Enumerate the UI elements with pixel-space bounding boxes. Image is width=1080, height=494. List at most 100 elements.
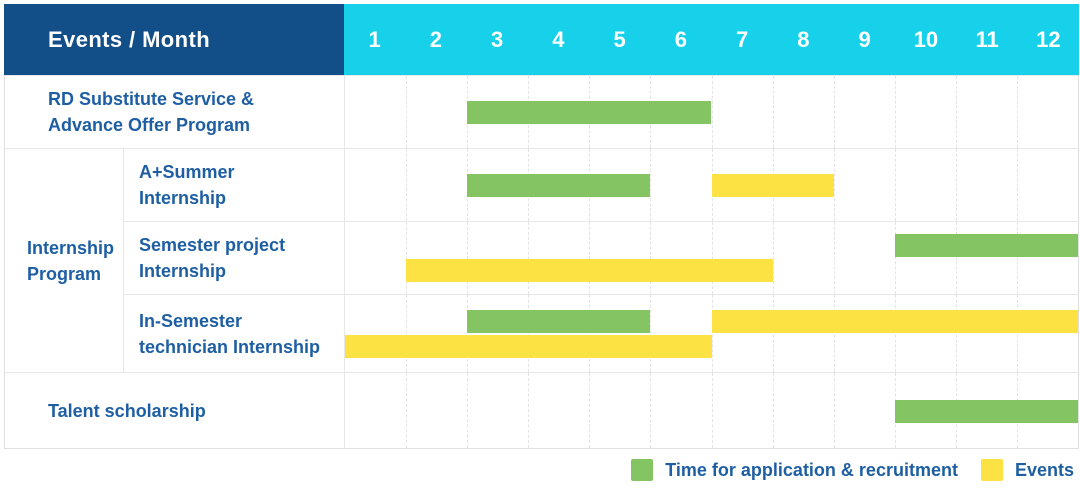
row-label-line: Semester project (139, 235, 286, 255)
month-gridline (528, 373, 530, 448)
month-gridline (650, 149, 652, 221)
application-legend-label: Time for application & recruitment (665, 459, 958, 480)
event-bar (345, 334, 712, 358)
month-gridline (406, 222, 408, 294)
timeline-cell-a-plus-summer-internship (344, 149, 1078, 221)
row-semester-project-internship: Semester project Internship (124, 221, 1078, 294)
month-gridline (772, 76, 774, 148)
group-sub-rows: A+Summer Internship Semester project Int… (124, 149, 1078, 372)
group-label-line: Internship (27, 237, 115, 258)
row-rd-substitute-service: RD Substitute Service & Advance Offer Pr… (5, 75, 1078, 148)
month-gridline (833, 373, 835, 448)
application-legend-swatch (631, 459, 654, 481)
month-gridline (650, 373, 652, 448)
month-header-12: 12 (1036, 26, 1061, 52)
month-gridline (711, 373, 713, 448)
events-month-header-label: Events / Month (48, 26, 211, 52)
month-gridline (528, 222, 530, 294)
legend: Time for application & recruitment Event… (631, 448, 1074, 492)
month-gridline (589, 222, 591, 294)
month-gridline (955, 76, 957, 148)
month-gridline (650, 222, 652, 294)
month-header-5: 5 (613, 26, 626, 52)
event-bar (711, 174, 834, 197)
application-bar (467, 309, 651, 333)
month-header-3: 3 (491, 26, 504, 52)
month-gridline (772, 373, 774, 448)
month-gridline (1016, 222, 1018, 294)
application-bar (894, 399, 1078, 423)
row-label-talent-scholarship: Talent scholarship (5, 373, 344, 448)
table-header-row: Events / Month 1 2 3 4 5 6 7 8 9 10 11 1… (4, 4, 1079, 75)
timeline-cell-rd-substitute-service (344, 76, 1078, 148)
month-header-9: 9 (858, 26, 871, 52)
month-header-8: 8 (797, 26, 810, 52)
row-label-line: RD Substitute Service & (48, 89, 255, 109)
month-header-7: 7 (736, 26, 749, 52)
timeline-cell-semester-project-internship (344, 222, 1078, 294)
timeline-cell-talent-scholarship (344, 373, 1078, 448)
month-gridline (833, 76, 835, 148)
group-internship-program: Internship Program A+Summer Internship S… (5, 148, 1078, 372)
row-a-plus-summer-internship: A+Summer Internship (124, 149, 1078, 221)
row-label-line: Internship (139, 261, 227, 281)
row-label-rd-substitute-service: RD Substitute Service & Advance Offer Pr… (5, 76, 344, 148)
group-label-line: Program (27, 263, 102, 284)
month-gridline (955, 295, 957, 372)
event-legend-swatch (980, 459, 1003, 481)
row-label-line: A+Summer (139, 162, 235, 182)
row-label-line: Internship (139, 188, 227, 208)
month-gridline (589, 373, 591, 448)
row-in-semester-technician-internship: In-Semester technician Internship (124, 294, 1078, 372)
month-header-row: 1 2 3 4 5 6 7 8 9 10 11 12 (344, 4, 1079, 75)
month-gridline (955, 149, 957, 221)
month-gridline (833, 149, 835, 221)
event-bar (711, 309, 1078, 333)
month-gridline (772, 222, 774, 294)
month-gridline (1016, 149, 1018, 221)
month-gridline (711, 295, 713, 372)
month-gridline (894, 76, 896, 148)
month-gridline (467, 373, 469, 448)
month-gridline (467, 295, 469, 372)
row-label-in-semester-technician-internship: In-Semester technician Internship (124, 295, 344, 372)
event-bar (406, 259, 773, 282)
group-label-internship-program: Internship Program (5, 149, 124, 372)
month-header-4: 4 (552, 26, 565, 52)
month-gridline (406, 76, 408, 148)
events-month-header: Events / Month (4, 4, 344, 75)
month-gridline (833, 222, 835, 294)
month-gridline (1016, 295, 1018, 372)
month-header-1: 1 (368, 26, 381, 52)
month-gridline (955, 222, 957, 294)
month-gridline (833, 295, 835, 372)
month-gridline (711, 222, 713, 294)
month-gridline (1016, 76, 1018, 148)
month-gridline (406, 373, 408, 448)
month-gridline (894, 222, 896, 294)
month-gridline (894, 295, 896, 372)
row-label-semester-project-internship: Semester project Internship (124, 222, 344, 294)
application-bar (467, 101, 712, 124)
gantt-table: Events / Month 1 2 3 4 5 6 7 8 9 10 11 1… (4, 4, 1079, 449)
month-gridline (406, 149, 408, 221)
month-gridline (650, 295, 652, 372)
month-header-6: 6 (674, 26, 687, 52)
application-bar (467, 174, 651, 197)
month-gridline (894, 149, 896, 221)
month-header-10: 10 (913, 26, 939, 52)
month-gridline (589, 295, 591, 372)
month-gridline (772, 295, 774, 372)
month-header-2: 2 (429, 26, 442, 52)
month-gridline (406, 295, 408, 372)
application-bar (894, 234, 1078, 257)
event-legend-label: Events (1014, 459, 1074, 480)
timeline-cell-in-semester-technician-internship (344, 295, 1078, 372)
row-label-line: In-Semester (139, 310, 243, 331)
row-label-a-plus-summer-internship: A+Summer Internship (124, 149, 344, 221)
month-gridline (528, 295, 530, 372)
month-header-11: 11 (975, 26, 999, 52)
month-gridline (711, 76, 713, 148)
row-label-line: Talent scholarship (48, 400, 206, 421)
